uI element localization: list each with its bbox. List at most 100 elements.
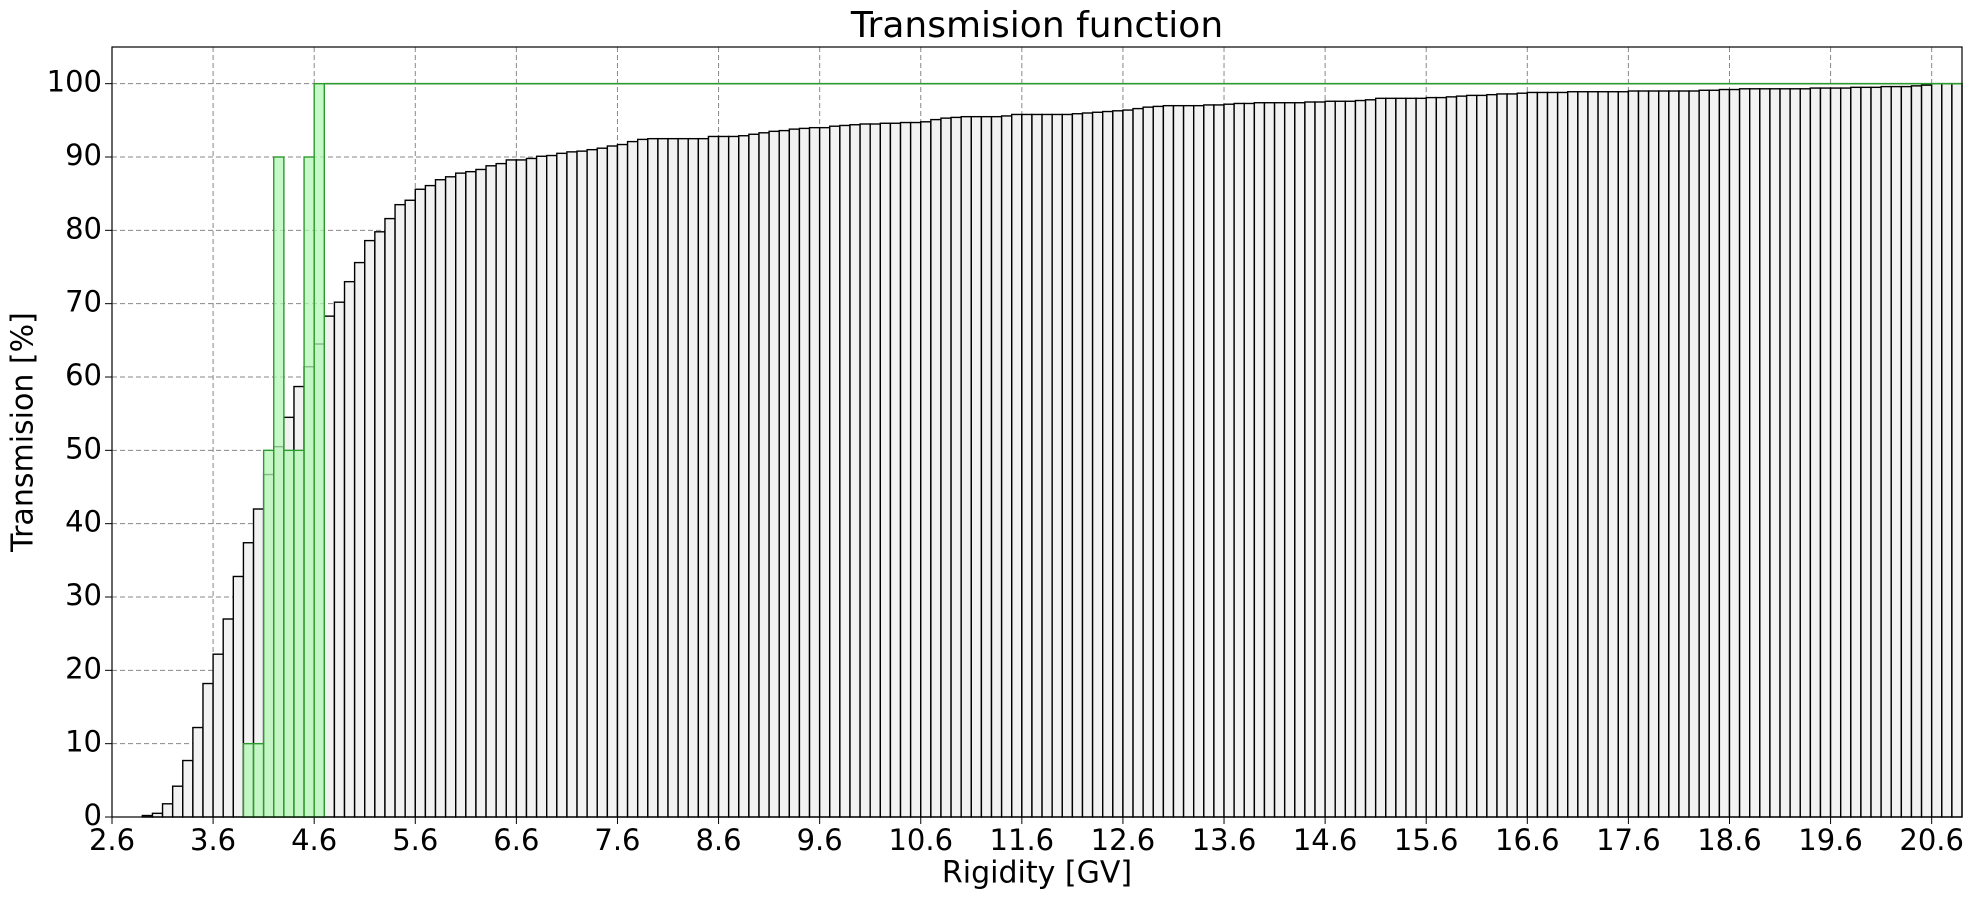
bar: [1637, 90, 1650, 818]
bar: [1445, 96, 1458, 818]
x-tick-label: 17.6: [1596, 823, 1661, 857]
bar: [1213, 104, 1225, 818]
bar: [1688, 90, 1700, 818]
bar: [808, 126, 821, 818]
bar: [879, 122, 892, 818]
bar: [1395, 97, 1407, 818]
bar: [1819, 87, 1832, 818]
bar: [1435, 96, 1448, 818]
bar: [1759, 88, 1771, 818]
bar: [596, 147, 609, 818]
bar: [576, 150, 588, 818]
bar: [343, 280, 356, 818]
bar: [1546, 91, 1559, 818]
bar: [293, 449, 305, 818]
y-tick-label: 0: [84, 798, 102, 832]
bar: [1516, 92, 1529, 818]
bar: [1900, 85, 1913, 818]
bar: [1415, 97, 1427, 818]
bar: [829, 125, 841, 818]
bar: [1577, 91, 1589, 818]
bar: [1941, 82, 1953, 818]
bar: [980, 115, 993, 818]
bar: [1071, 113, 1084, 818]
bar: [1243, 102, 1256, 818]
bar: [212, 653, 224, 818]
bar: [849, 124, 861, 818]
x-tick-label: 8.6: [695, 823, 741, 857]
bar: [1324, 100, 1336, 818]
bar: [1486, 93, 1498, 818]
chart-title: Transmision function: [850, 5, 1223, 46]
bar: [1728, 88, 1741, 818]
bar: [616, 143, 629, 818]
x-tick-label: 14.6: [1293, 823, 1358, 857]
bar: [1920, 84, 1933, 818]
y-tick-label: 70: [65, 285, 102, 319]
bar: [606, 145, 619, 818]
bar: [1253, 102, 1266, 818]
y-tick-label: 80: [65, 211, 102, 245]
bar: [1203, 104, 1215, 818]
bar: [889, 122, 902, 818]
bar: [1567, 91, 1579, 818]
bar: [414, 188, 427, 818]
bar: [738, 135, 750, 818]
bar: [748, 133, 760, 818]
bar: [505, 159, 518, 818]
bar: [556, 152, 568, 818]
bar: [1294, 102, 1306, 818]
bar: [1860, 86, 1872, 818]
bar: [1850, 86, 1862, 818]
x-tick-label: 9.6: [797, 823, 843, 857]
bar: [1405, 97, 1417, 818]
bar: [1880, 85, 1892, 818]
bar: [1536, 91, 1549, 818]
bar: [1718, 88, 1731, 818]
bar: [1102, 110, 1114, 818]
bar: [192, 726, 204, 818]
bar: [374, 231, 386, 818]
y-tick-label: 40: [65, 505, 102, 539]
bar: [1273, 102, 1286, 818]
plot-frame: [111, 46, 1963, 818]
bar: [1142, 106, 1154, 818]
bar: [1647, 90, 1660, 818]
bar: [485, 165, 497, 818]
bar: [859, 123, 871, 818]
bar: [960, 115, 972, 818]
bar: [1061, 113, 1074, 818]
bar: [515, 159, 528, 818]
x-tick-label: 13.6: [1192, 823, 1257, 857]
bar: [1385, 97, 1397, 818]
bar: [717, 135, 730, 818]
y-tick-label: 100: [47, 65, 102, 99]
bar: [364, 239, 376, 818]
x-tick-label: 7.6: [594, 823, 640, 857]
bar: [1668, 90, 1680, 818]
bar: [495, 162, 507, 818]
bar: [323, 315, 336, 818]
bar: [1496, 93, 1508, 818]
bar: [1364, 99, 1377, 818]
bar: [1172, 104, 1185, 818]
bar: [1658, 90, 1670, 818]
bar: [1607, 91, 1619, 818]
bar: [667, 137, 679, 818]
bar: [818, 126, 831, 818]
bar: [303, 156, 315, 818]
bar: [262, 449, 275, 818]
bar: [869, 123, 882, 818]
bar: [525, 157, 538, 818]
bar: [232, 575, 245, 818]
bar: [1051, 113, 1063, 818]
bar: [1344, 100, 1357, 818]
bar: [1749, 88, 1761, 818]
bar: [1769, 88, 1781, 818]
bar: [920, 121, 932, 818]
bar: [626, 140, 639, 818]
bar: [222, 618, 235, 818]
bar: [1334, 100, 1347, 818]
bar: [313, 82, 325, 818]
bar: [283, 449, 295, 818]
